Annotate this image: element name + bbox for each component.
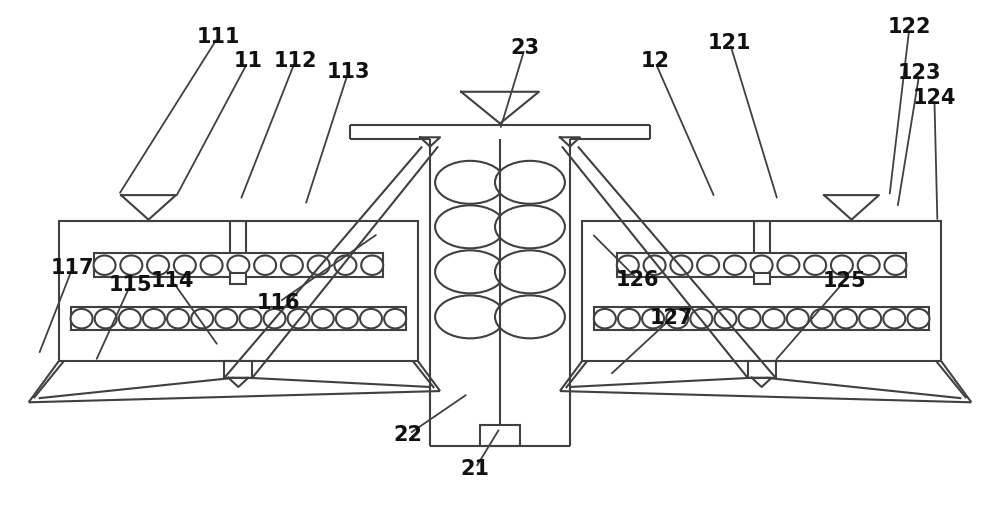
Text: 111: 111 bbox=[197, 27, 240, 47]
Text: 124: 124 bbox=[913, 88, 956, 108]
Ellipse shape bbox=[435, 161, 505, 204]
Ellipse shape bbox=[201, 255, 223, 275]
Ellipse shape bbox=[777, 255, 799, 275]
Ellipse shape bbox=[143, 309, 165, 328]
Bar bbox=[754, 273, 770, 284]
Ellipse shape bbox=[763, 309, 785, 328]
Ellipse shape bbox=[435, 250, 505, 293]
Text: 126: 126 bbox=[616, 269, 660, 289]
Text: 125: 125 bbox=[823, 271, 866, 291]
Ellipse shape bbox=[264, 309, 286, 328]
Ellipse shape bbox=[281, 255, 303, 275]
Ellipse shape bbox=[360, 309, 382, 328]
Ellipse shape bbox=[670, 255, 692, 275]
Ellipse shape bbox=[858, 255, 880, 275]
Ellipse shape bbox=[119, 309, 141, 328]
Ellipse shape bbox=[831, 255, 853, 275]
Bar bbox=[59, 221, 418, 361]
Text: 122: 122 bbox=[888, 17, 931, 37]
Ellipse shape bbox=[617, 255, 639, 275]
Ellipse shape bbox=[495, 295, 565, 339]
Ellipse shape bbox=[71, 309, 93, 328]
Ellipse shape bbox=[666, 309, 688, 328]
Ellipse shape bbox=[811, 309, 833, 328]
Ellipse shape bbox=[239, 309, 261, 328]
Ellipse shape bbox=[884, 255, 906, 275]
Text: 117: 117 bbox=[51, 258, 94, 278]
Ellipse shape bbox=[191, 309, 213, 328]
Ellipse shape bbox=[642, 309, 664, 328]
Text: 127: 127 bbox=[650, 308, 694, 328]
Ellipse shape bbox=[835, 309, 857, 328]
Text: 22: 22 bbox=[394, 425, 423, 445]
Text: 123: 123 bbox=[898, 63, 941, 83]
Bar bbox=[71, 307, 406, 330]
Ellipse shape bbox=[215, 309, 237, 328]
Bar bbox=[480, 425, 520, 446]
Ellipse shape bbox=[95, 309, 117, 328]
Bar bbox=[230, 273, 246, 284]
Text: 115: 115 bbox=[109, 274, 152, 294]
Ellipse shape bbox=[174, 255, 196, 275]
Bar bbox=[582, 221, 941, 361]
Ellipse shape bbox=[227, 255, 249, 275]
Ellipse shape bbox=[147, 255, 169, 275]
Ellipse shape bbox=[384, 309, 406, 328]
Bar bbox=[94, 253, 383, 277]
Text: 11: 11 bbox=[234, 51, 263, 71]
Bar bbox=[224, 361, 252, 378]
Text: 113: 113 bbox=[326, 62, 370, 82]
Ellipse shape bbox=[288, 309, 310, 328]
Ellipse shape bbox=[336, 309, 358, 328]
Ellipse shape bbox=[495, 161, 565, 204]
Ellipse shape bbox=[714, 309, 736, 328]
Ellipse shape bbox=[334, 255, 356, 275]
Ellipse shape bbox=[167, 309, 189, 328]
Ellipse shape bbox=[618, 309, 640, 328]
Ellipse shape bbox=[697, 255, 719, 275]
Ellipse shape bbox=[435, 205, 505, 248]
Bar bbox=[594, 307, 929, 330]
Ellipse shape bbox=[883, 309, 905, 328]
Ellipse shape bbox=[644, 255, 666, 275]
Ellipse shape bbox=[787, 309, 809, 328]
Ellipse shape bbox=[739, 309, 761, 328]
Ellipse shape bbox=[724, 255, 746, 275]
Ellipse shape bbox=[907, 309, 929, 328]
Ellipse shape bbox=[435, 295, 505, 339]
Ellipse shape bbox=[495, 250, 565, 293]
Ellipse shape bbox=[94, 255, 116, 275]
Text: 12: 12 bbox=[640, 51, 669, 71]
Ellipse shape bbox=[859, 309, 881, 328]
Ellipse shape bbox=[120, 255, 142, 275]
Text: 116: 116 bbox=[257, 292, 300, 312]
Text: 114: 114 bbox=[151, 271, 194, 291]
Ellipse shape bbox=[308, 255, 330, 275]
Bar bbox=[748, 361, 776, 378]
Ellipse shape bbox=[751, 255, 773, 275]
Text: 21: 21 bbox=[461, 459, 490, 479]
Text: 112: 112 bbox=[274, 51, 317, 71]
Bar bbox=[617, 253, 906, 277]
Ellipse shape bbox=[254, 255, 276, 275]
Ellipse shape bbox=[495, 205, 565, 248]
Ellipse shape bbox=[690, 309, 712, 328]
Ellipse shape bbox=[312, 309, 334, 328]
Ellipse shape bbox=[804, 255, 826, 275]
Text: 121: 121 bbox=[708, 33, 751, 53]
Text: 23: 23 bbox=[510, 38, 539, 58]
Ellipse shape bbox=[361, 255, 383, 275]
Ellipse shape bbox=[594, 309, 616, 328]
